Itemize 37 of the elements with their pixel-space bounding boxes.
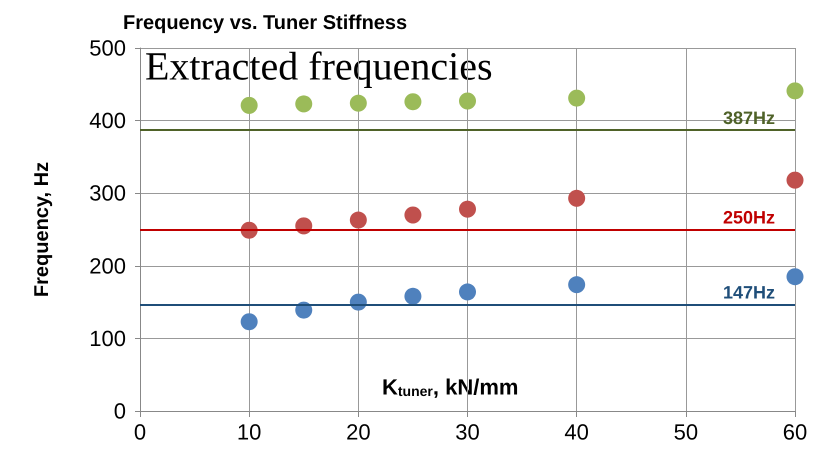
point: [786, 172, 804, 189]
point: [459, 92, 476, 110]
point: [295, 95, 312, 112]
x-tick-label: 40: [564, 420, 589, 444]
y-tick-label: 0: [114, 398, 126, 424]
ref-line-label: 387Hz: [722, 108, 775, 128]
x-tick-label: 50: [674, 420, 698, 444]
x-tick-label: 60: [782, 420, 808, 444]
point: [568, 276, 586, 294]
ref-line-label: 147Hz: [722, 282, 775, 302]
x-tick-label: 30: [455, 420, 480, 444]
point: [404, 206, 422, 224]
chart-title: Frequency vs. Tuner Stiffness: [123, 12, 408, 34]
x-axis-title: Ktuner, kN/mm: [382, 374, 518, 400]
y-tick-label: 400: [89, 108, 126, 134]
x-tick-label: 10: [236, 420, 262, 444]
x-tick-label: 0: [134, 420, 146, 444]
y-tick-label: 300: [89, 180, 126, 206]
point: [786, 82, 804, 100]
y-tick-label: 100: [89, 326, 126, 351]
ref-line-label: 250Hz: [722, 208, 775, 228]
point: [404, 288, 422, 305]
point: [404, 93, 422, 110]
y-tick-label: 500: [89, 36, 126, 60]
y-axis-title: Frequency, Hz: [31, 162, 53, 298]
point: [240, 96, 258, 114]
point: [568, 190, 586, 207]
point: [459, 283, 476, 300]
annotation: Extracted frequencies: [145, 44, 493, 88]
point: [786, 268, 804, 286]
y-tick-label: 200: [89, 253, 126, 278]
point: [350, 212, 367, 229]
x-tick-label: 20: [346, 420, 371, 444]
point: [350, 94, 367, 112]
point: [240, 313, 258, 330]
point: [459, 200, 476, 218]
point: [568, 90, 586, 107]
